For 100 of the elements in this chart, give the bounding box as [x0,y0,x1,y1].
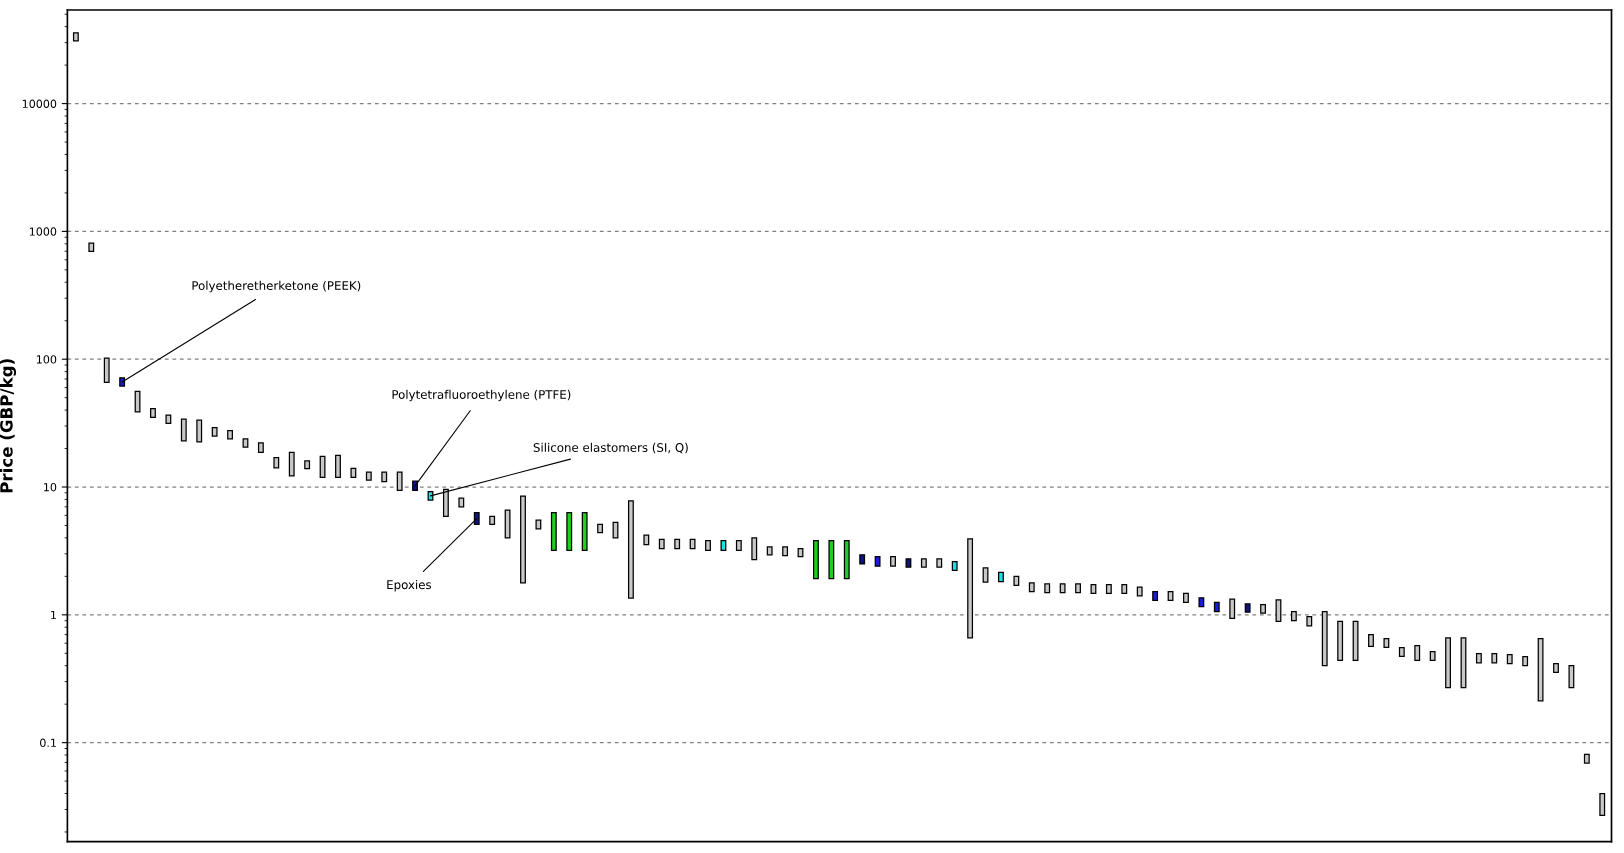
bar [535,519,542,530]
bar [134,390,141,413]
bar [812,540,819,580]
bar [1583,753,1590,764]
bar [920,558,927,568]
bar [1475,653,1482,664]
bar [1183,592,1189,604]
bar [227,430,233,440]
bar [705,540,711,551]
bar [1013,575,1020,587]
bar [1398,646,1405,657]
bar [150,408,156,419]
annotation: Epoxies [387,579,432,592]
bar [211,426,218,437]
bar [1337,620,1344,662]
bar [1445,637,1452,689]
bar [1090,584,1097,595]
bar [874,556,881,567]
bar [489,515,496,526]
bar [304,460,311,470]
bar [1167,590,1174,601]
bar [627,500,634,599]
bar [1075,583,1081,594]
bar [1321,610,1328,667]
bar [658,538,665,550]
y-tick-label: 100 [36,355,57,364]
bar [1522,656,1529,667]
bar [165,414,172,424]
bar [1383,638,1390,649]
annotation: Polytetrafluoroethylene (PTFE) [392,389,571,402]
bar [319,455,326,478]
bar [335,454,341,478]
bar [1244,603,1251,613]
y-tick-label: 1 [51,610,56,620]
bar [1152,590,1159,601]
bar [257,442,264,453]
bar [458,497,465,508]
bar [735,540,742,551]
bar [273,456,280,469]
bar [1059,583,1066,594]
bar [520,495,526,584]
bar [350,467,357,478]
bar [689,538,696,550]
bar [936,558,943,568]
bar [88,242,95,252]
bar [1368,634,1374,648]
bar [1136,586,1143,597]
y-tick-label: 10 [44,482,57,492]
bar [242,438,249,448]
bar [1044,583,1051,594]
bar [751,537,758,561]
bar [1568,665,1575,689]
bar [828,540,835,580]
y-tick-label: 0.1 [40,738,56,748]
bar [1506,654,1513,665]
bar [967,538,974,639]
bar [550,512,557,551]
bar [1260,604,1266,614]
bar [766,546,773,556]
bar [566,512,573,551]
bar [504,509,511,539]
bar [1429,650,1436,662]
bar [1537,638,1544,702]
bar [1491,653,1498,664]
bar [843,540,850,580]
bar [72,32,79,42]
bar [1306,615,1313,627]
bar [1229,598,1236,619]
y-tick-label: 1000 [29,227,57,236]
bar [782,546,789,557]
bar [1553,662,1559,674]
bar [643,534,650,546]
bar [859,554,866,565]
bar [597,523,604,534]
bar [1352,620,1359,662]
annotation: Polyetheretherketone (PEEK) [192,280,361,293]
bar [1028,582,1035,593]
bar [396,471,403,492]
bar [288,451,295,477]
bar [1105,584,1112,595]
y-tick-label: 10000 [22,99,57,108]
bar [381,471,388,483]
bar [890,556,896,567]
bar [674,538,681,550]
bar [180,418,187,442]
bar [196,419,203,443]
bar [1121,584,1128,595]
bar [103,357,110,383]
bar [951,560,958,571]
bar [1290,610,1297,622]
bar [1414,644,1421,662]
bar [1198,597,1205,608]
bar [998,571,1004,583]
bar [581,512,588,551]
annotation: Silicone elastomers (SI, Q) [533,442,688,454]
bar [1213,601,1220,613]
bar [1599,792,1606,816]
bar [365,471,372,481]
bar [720,540,727,551]
bar [905,558,912,568]
